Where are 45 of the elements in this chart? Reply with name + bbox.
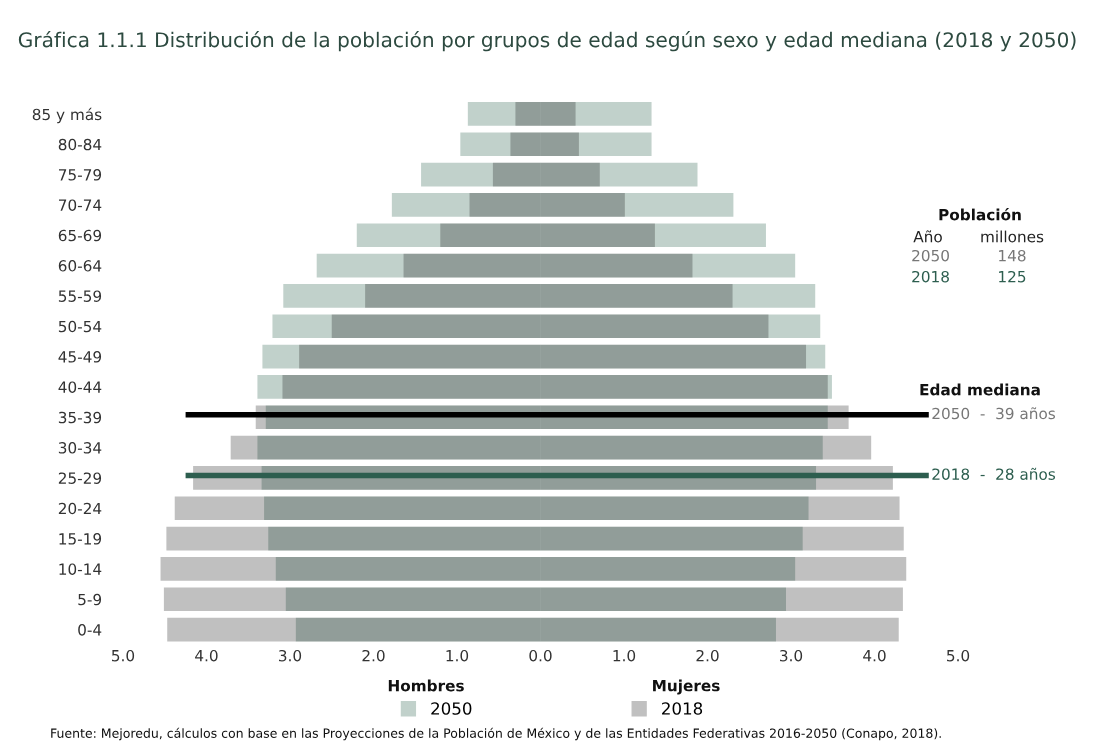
annotation: Año — [913, 230, 942, 243]
text: Mujeres — [653, 679, 720, 695]
y-tick-label: 45-49 — [58, 351, 102, 363]
y-tick-label: 20-24 — [58, 502, 102, 515]
annotation: Población — [939, 208, 1021, 221]
text: 148 — [999, 249, 1026, 262]
y-tick-label: 55-59 — [58, 290, 102, 302]
x-tick-label: 0.0 — [529, 649, 552, 662]
text: Hombres — [388, 679, 464, 692]
y-tick-label: 65-69 — [58, 229, 102, 242]
y-tick-label: 50-54 — [58, 320, 102, 333]
y-tick-label: 70-74 — [58, 199, 102, 211]
x-tick-label: 2.0 — [696, 649, 719, 662]
y-tick-label: 40-44 — [58, 381, 102, 393]
x-tick-label: 4.0 — [195, 649, 218, 662]
source-note: Fuente: Mejoredu, cálculos con base en las Proyecciones de la Población de México y de las Entidades Federativas 2016-2050 (Conapo, 2018). — [51, 727, 941, 741]
x-tick-label: 3.0 — [278, 649, 302, 662]
x-tick-label: 1.0 — [613, 649, 636, 662]
y-tick-label: 10-14 — [59, 563, 102, 575]
y-tick-label: 25-29 — [58, 472, 102, 484]
text: 125 — [999, 270, 1026, 283]
y-tick-label: 0-4 — [78, 624, 102, 636]
text: millones — [981, 230, 1044, 243]
annotation: 2018 — [912, 270, 949, 283]
y-tick-label: 35-39 — [58, 411, 102, 424]
y-tick-label: 5-9 — [78, 593, 102, 606]
x-tick-label: 4.0 — [863, 649, 886, 662]
x-tick-label: 2.0 — [362, 649, 385, 662]
annotation: Edad mediana — [920, 383, 1040, 396]
x-tick-label: 1.0 — [446, 649, 469, 662]
y-tick-label: 15-19 — [59, 533, 102, 545]
legend-label: 2018 — [662, 702, 703, 715]
y-tick-label: 60-64 — [58, 260, 102, 272]
annotation: 2050 — [912, 249, 949, 262]
y-tick-label: 80-84 — [58, 138, 102, 151]
x-tick-label: 5.0 — [112, 649, 135, 662]
ref-line-label: 2050 - 39 años — [932, 407, 1056, 420]
ref-line-label: 2018 - 28 años — [932, 467, 1056, 480]
x-tick-label: 3.0 — [780, 649, 803, 662]
legend-label: 2050 — [431, 702, 472, 715]
y-tick-label: 75-79 — [58, 169, 102, 181]
x-tick-label: 5.0 — [947, 649, 970, 662]
chart-title: Gráfica 1.1.1 Distribución de la población por grupos de edad según sexo y edad mediana (2018 y 2050) — [18, 30, 1076, 52]
y-tick-label: 85 y más — [32, 107, 102, 124]
y-tick-label: 30-34 — [58, 442, 102, 454]
